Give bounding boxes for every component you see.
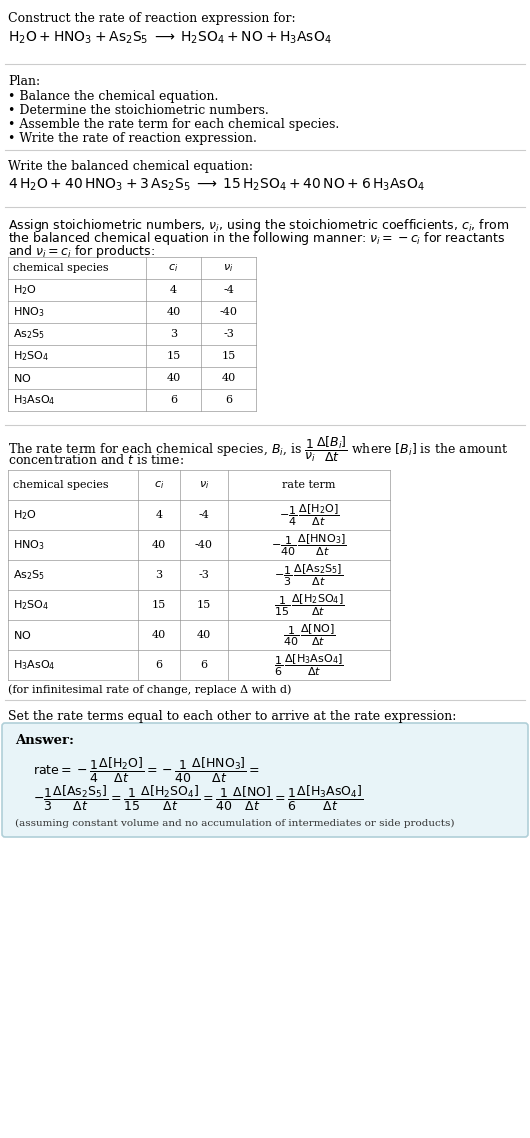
Text: $\mathrm{NO}$: $\mathrm{NO}$ <box>13 629 31 641</box>
Text: (for infinitesimal rate of change, replace Δ with d): (for infinitesimal rate of change, repla… <box>8 684 292 694</box>
Text: $-\dfrac{1}{40}\,\dfrac{\Delta[\mathrm{HNO_3}]}{\Delta t}$: $-\dfrac{1}{40}\,\dfrac{\Delta[\mathrm{H… <box>271 533 347 558</box>
Text: concentration and $t$ is time:: concentration and $t$ is time: <box>8 453 184 467</box>
Text: 40: 40 <box>152 630 166 640</box>
Text: $\mathrm{HNO_3}$: $\mathrm{HNO_3}$ <box>13 538 45 552</box>
Text: -4: -4 <box>223 284 234 295</box>
Text: $\dfrac{1}{6}\,\dfrac{\Delta[\mathrm{H_3AsO_4}]}{\Delta t}$: $\dfrac{1}{6}\,\dfrac{\Delta[\mathrm{H_3… <box>274 652 344 678</box>
Text: $4\,\mathrm{H_2O} + 40\,\mathrm{HNO_3} + 3\,\mathrm{As_2S_5}$$\;\longrightarrow\: $4\,\mathrm{H_2O} + 40\,\mathrm{HNO_3} +… <box>8 178 425 193</box>
Text: $\mathrm{H_2SO_4}$: $\mathrm{H_2SO_4}$ <box>13 349 49 363</box>
Text: -3: -3 <box>223 329 234 339</box>
Text: -4: -4 <box>199 510 209 520</box>
Text: 15: 15 <box>222 351 236 361</box>
Text: $\mathrm{HNO_3}$: $\mathrm{HNO_3}$ <box>13 305 45 319</box>
Text: $\nu_i$: $\nu_i$ <box>199 479 209 490</box>
Text: $\mathrm{rate} = -\dfrac{1}{4}\dfrac{\Delta[\mathrm{H_2O}]}{\Delta t} = -\dfrac{: $\mathrm{rate} = -\dfrac{1}{4}\dfrac{\De… <box>33 756 260 785</box>
FancyBboxPatch shape <box>2 723 528 838</box>
Text: 4: 4 <box>155 510 163 520</box>
Text: $\mathrm{H_2O}$: $\mathrm{H_2O}$ <box>13 283 37 297</box>
Text: Set the rate terms equal to each other to arrive at the rate expression:: Set the rate terms equal to each other t… <box>8 710 456 723</box>
Text: $-\dfrac{1}{3}\dfrac{\Delta[\mathrm{As_2S_5}]}{\Delta t} = \dfrac{1}{15}\dfrac{\: $-\dfrac{1}{3}\dfrac{\Delta[\mathrm{As_2… <box>33 784 363 813</box>
Text: • Assemble the rate term for each chemical species.: • Assemble the rate term for each chemic… <box>8 118 339 131</box>
Text: $\mathrm{H_3AsO_4}$: $\mathrm{H_3AsO_4}$ <box>13 658 56 671</box>
Text: (assuming constant volume and no accumulation of intermediates or side products): (assuming constant volume and no accumul… <box>15 819 455 828</box>
Text: The rate term for each chemical species, $B_i$, is $\dfrac{1}{\nu_i}\dfrac{\Delt: The rate term for each chemical species,… <box>8 435 509 464</box>
Text: $\mathrm{H_2SO_4}$: $\mathrm{H_2SO_4}$ <box>13 599 49 612</box>
Text: $\dfrac{1}{40}\,\dfrac{\Delta[\mathrm{NO}]}{\Delta t}$: $\dfrac{1}{40}\,\dfrac{\Delta[\mathrm{NO… <box>282 622 335 648</box>
Text: $\mathrm{H_3AsO_4}$: $\mathrm{H_3AsO_4}$ <box>13 393 56 407</box>
Text: 3: 3 <box>170 329 177 339</box>
Text: $\dfrac{1}{15}\,\dfrac{\Delta[\mathrm{H_2SO_4}]}{\Delta t}$: $\dfrac{1}{15}\,\dfrac{\Delta[\mathrm{H_… <box>273 592 344 618</box>
Text: rate term: rate term <box>282 480 335 490</box>
Text: -3: -3 <box>199 570 209 580</box>
Text: 3: 3 <box>155 570 163 580</box>
Text: 6: 6 <box>155 660 163 670</box>
Text: 40: 40 <box>166 373 181 384</box>
Text: Answer:: Answer: <box>15 734 74 747</box>
Text: 40: 40 <box>166 307 181 318</box>
Text: Assign stoichiometric numbers, $\nu_i$, using the stoichiometric coefficients, $: Assign stoichiometric numbers, $\nu_i$, … <box>8 217 509 234</box>
Text: $c_i$: $c_i$ <box>169 262 179 274</box>
Text: 40: 40 <box>197 630 211 640</box>
Text: 40: 40 <box>222 373 236 384</box>
Text: 15: 15 <box>166 351 181 361</box>
Text: • Balance the chemical equation.: • Balance the chemical equation. <box>8 90 218 104</box>
Text: 15: 15 <box>152 600 166 610</box>
Text: -40: -40 <box>195 541 213 550</box>
Text: $\mathrm{H_2O}$: $\mathrm{H_2O}$ <box>13 508 37 522</box>
Text: and $\nu_i = c_i$ for products:: and $\nu_i = c_i$ for products: <box>8 244 155 259</box>
Text: 15: 15 <box>197 600 211 610</box>
Text: 6: 6 <box>225 395 232 405</box>
Text: $\mathrm{NO}$: $\mathrm{NO}$ <box>13 372 31 384</box>
Text: 6: 6 <box>200 660 208 670</box>
Text: -40: -40 <box>219 307 237 318</box>
Text: 4: 4 <box>170 284 177 295</box>
Text: • Determine the stoichiometric numbers.: • Determine the stoichiometric numbers. <box>8 104 269 117</box>
Text: $-\dfrac{1}{4}\,\dfrac{\Delta[\mathrm{H_2O}]}{\Delta t}$: $-\dfrac{1}{4}\,\dfrac{\Delta[\mathrm{H_… <box>279 502 339 528</box>
Text: $\mathrm{As_2S_5}$: $\mathrm{As_2S_5}$ <box>13 327 45 341</box>
Text: $\mathrm{As_2S_5}$: $\mathrm{As_2S_5}$ <box>13 568 45 582</box>
Text: Write the balanced chemical equation:: Write the balanced chemical equation: <box>8 160 253 173</box>
Text: $\mathrm{H_2O + HNO_3 + As_2S_5}$$\;\longrightarrow\;$$\mathrm{H_2SO_4 + NO + H_: $\mathrm{H_2O + HNO_3 + As_2S_5}$$\;\lon… <box>8 30 332 47</box>
Text: 6: 6 <box>170 395 177 405</box>
Text: Construct the rate of reaction expression for:: Construct the rate of reaction expressio… <box>8 13 296 25</box>
Text: $-\dfrac{1}{3}\,\dfrac{\Delta[\mathrm{As_2S_5}]}{\Delta t}$: $-\dfrac{1}{3}\,\dfrac{\Delta[\mathrm{As… <box>275 562 343 587</box>
Text: chemical species: chemical species <box>13 480 109 490</box>
Text: Plan:: Plan: <box>8 75 40 88</box>
Text: • Write the rate of reaction expression.: • Write the rate of reaction expression. <box>8 132 257 145</box>
Text: $\nu_i$: $\nu_i$ <box>223 262 234 274</box>
Text: the balanced chemical equation in the following manner: $\nu_i = -c_i$ for react: the balanced chemical equation in the fo… <box>8 230 506 247</box>
Text: 40: 40 <box>152 541 166 550</box>
Text: chemical species: chemical species <box>13 263 109 273</box>
Text: $c_i$: $c_i$ <box>154 479 164 490</box>
